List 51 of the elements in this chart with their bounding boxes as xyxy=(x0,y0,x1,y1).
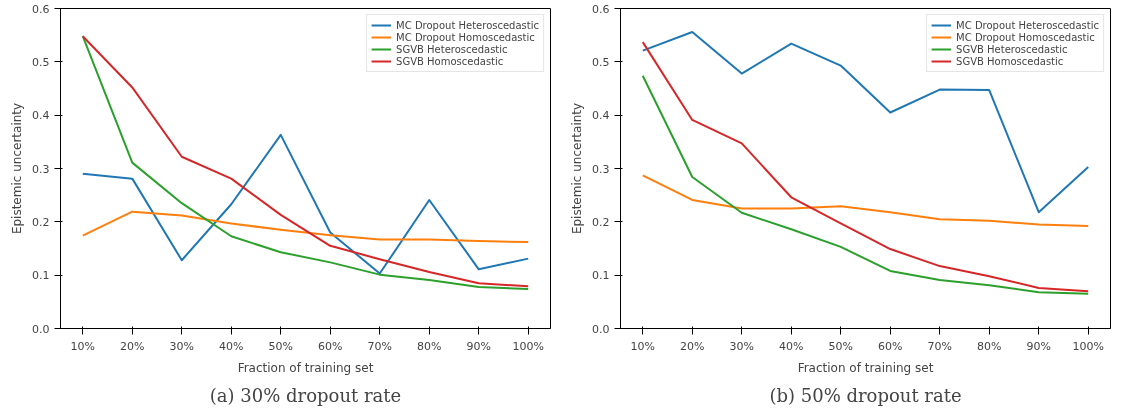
x-tick-label: 70% xyxy=(367,339,392,353)
y-tick-label: 0.5 xyxy=(592,55,610,69)
x-tick-label: 40% xyxy=(219,339,244,353)
x-tick-label: 50% xyxy=(828,339,853,353)
x-tick-label: 50% xyxy=(268,339,293,353)
x-tick-label: 10% xyxy=(630,339,655,353)
x-tick-label: 40% xyxy=(779,339,804,353)
text: (b) 50% dropout rate xyxy=(769,384,962,406)
y-tick-label: 0.6 xyxy=(32,2,50,16)
legend-label: MC Dropout Homoscedastic xyxy=(956,31,1095,43)
x-tick-label: 30% xyxy=(169,339,194,353)
legend-label: SGVB Heteroscedastic xyxy=(956,43,1068,55)
y-tick-label: 0.5 xyxy=(32,55,50,69)
x-tick-label: 20% xyxy=(120,339,145,353)
legend-label: MC Dropout Homoscedastic xyxy=(396,31,535,43)
legend-label: MC Dropout Heteroscedastic xyxy=(396,19,539,31)
legend-label: SGVB Homoscedastic xyxy=(956,55,1064,67)
legend-label: SGVB Heteroscedastic xyxy=(396,43,508,55)
line-series xyxy=(81,210,530,244)
line-series xyxy=(81,133,530,275)
y-tick-label: 0.4 xyxy=(32,109,50,123)
x-tick-label: 100% xyxy=(1072,339,1104,353)
x-axis-title: Fraction of training set xyxy=(237,360,374,375)
y-tick-label: 0.0 xyxy=(32,322,50,336)
legend-label: SGVB Homoscedastic xyxy=(396,55,504,67)
y-tick-label: 0.2 xyxy=(592,215,610,229)
x-tick-label: 60% xyxy=(318,339,343,353)
y-axis-title: Epistemic uncertainty xyxy=(570,102,585,235)
y-axis-title: Epistemic uncertainty xyxy=(10,102,25,235)
y-tick-label: 0.1 xyxy=(592,269,610,283)
x-tick-label: 90% xyxy=(466,339,491,353)
y-tick-label: 0.3 xyxy=(32,162,50,176)
y-tick-label: 0.0 xyxy=(592,322,610,336)
legend-label: MC Dropout Heteroscedastic xyxy=(956,19,1099,31)
x-tick-label: 70% xyxy=(927,339,952,353)
y-tick-label: 0.6 xyxy=(592,2,610,16)
y-tick-label: 0.3 xyxy=(592,162,610,176)
line-series xyxy=(641,174,1090,228)
x-tick-label: 100% xyxy=(512,339,544,353)
x-tick-label: 80% xyxy=(977,339,1002,353)
x-tick-label: 30% xyxy=(729,339,754,353)
x-axis-title: Fraction of training set xyxy=(797,360,934,375)
text: (a) 30% dropout rate xyxy=(209,384,402,406)
x-tick-label: 10% xyxy=(70,339,95,353)
x-tick-label: 20% xyxy=(680,339,705,353)
x-tick-label: 60% xyxy=(878,339,903,353)
y-tick-label: 0.1 xyxy=(32,269,50,283)
x-tick-label: 80% xyxy=(417,339,442,353)
x-tick-label: 90% xyxy=(1026,339,1051,353)
y-tick-label: 0.2 xyxy=(32,215,50,229)
y-tick-label: 0.4 xyxy=(592,109,610,123)
